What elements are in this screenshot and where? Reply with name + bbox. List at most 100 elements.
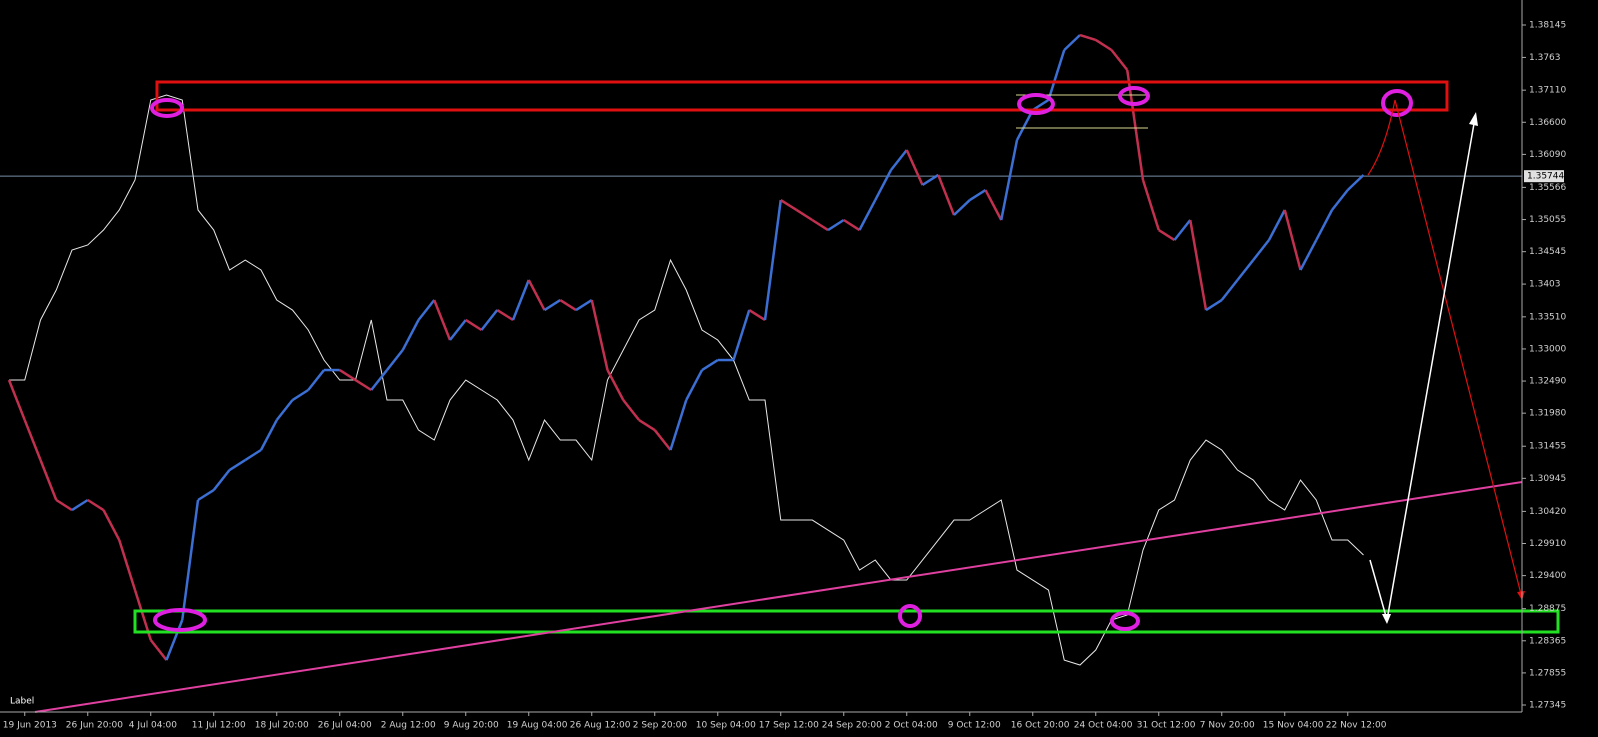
- x-tick-label: 19 Aug 04:00: [507, 721, 568, 731]
- price-segment: [1299, 239, 1318, 271]
- price-segment: [622, 399, 640, 421]
- price-segment: [669, 399, 688, 451]
- y-tick-label: 1.3403: [1529, 280, 1561, 290]
- price-segment: [559, 298, 577, 312]
- price-segment: [1032, 98, 1050, 112]
- price-segment: [354, 378, 372, 392]
- label-text: Label: [10, 697, 34, 707]
- overlay-line: [9, 94, 1364, 666]
- x-tick-label: 15 Nov 04:00: [1263, 721, 1324, 731]
- price-segment: [339, 368, 357, 382]
- data-layer: [0, 33, 1522, 666]
- y-tick-label: 1.31455: [1529, 442, 1566, 452]
- markers: [150, 86, 1413, 632]
- price-segment: [102, 509, 121, 541]
- price-segment: [1283, 209, 1302, 271]
- price-segment: [1047, 49, 1066, 101]
- price-segment: [575, 298, 593, 312]
- support-zone: [133, 609, 1560, 634]
- price-segment: [197, 488, 215, 502]
- price-segment: [1000, 139, 1019, 221]
- x-tick-label: 4 Jul 04:00: [129, 721, 178, 731]
- y-tick-label: 1.37110: [1529, 86, 1566, 96]
- price-segment: [118, 539, 137, 591]
- price-segment: [1315, 209, 1334, 241]
- y-tick-label: 1.27855: [1529, 668, 1566, 678]
- x-tick-label: 26 Aug 12:00: [570, 721, 631, 731]
- price-segment: [307, 369, 325, 391]
- price-segment: [449, 319, 467, 341]
- arrow-head: [1469, 112, 1478, 126]
- price-segment: [543, 298, 561, 312]
- price-segment: [244, 448, 262, 462]
- x-tick-label: 26 Jun 20:00: [66, 721, 123, 731]
- price-segment: [228, 458, 246, 472]
- y-tick-label: 1.36600: [1529, 118, 1566, 128]
- y-tick-label: 1.34545: [1529, 247, 1566, 257]
- price-segment: [1220, 279, 1239, 301]
- x-tick-label: 2 Sep 20:00: [633, 721, 688, 731]
- price-segment: [165, 619, 184, 661]
- x-tick-label: 10 Sep 04:00: [696, 721, 756, 731]
- x-tick-label: 19 Jun 2013: [3, 721, 57, 731]
- y-tick-label: 1.27345: [1529, 701, 1566, 711]
- price-segment: [87, 498, 105, 512]
- price-segment: [480, 309, 499, 331]
- price-segment: [1331, 189, 1349, 211]
- price-segment: [181, 499, 200, 621]
- y-tick-label: 1.28365: [1529, 636, 1566, 646]
- price-segment: [795, 208, 813, 222]
- x-tick-label: 24 Oct 04:00: [1074, 721, 1133, 731]
- price-segment: [905, 149, 924, 186]
- price-segment: [1063, 34, 1081, 51]
- price-segment: [149, 639, 168, 661]
- x-tick-label: 2 Aug 12:00: [381, 721, 436, 731]
- price-segment: [7, 379, 26, 421]
- axes: 1.38145 1.3763 1.37110 1.36600 1.36090 1.3556…: [3, 20, 1567, 730]
- y-tick-label: 1.38145: [1529, 20, 1566, 30]
- price-segment: [890, 149, 908, 171]
- x-tick-label: 11 Jul 12:00: [192, 721, 246, 731]
- price-segment: [638, 418, 656, 432]
- price-segment: [827, 218, 845, 232]
- marker: [150, 98, 184, 118]
- marker: [1118, 86, 1150, 106]
- price-segment: [417, 299, 436, 321]
- y-tick-label: 1.30945: [1529, 474, 1566, 484]
- price-segment: [39, 459, 58, 501]
- price-segment: [527, 279, 546, 311]
- price-segment: [984, 189, 1003, 221]
- current-price-label: 1.35744: [1527, 172, 1564, 182]
- price-segment: [212, 469, 231, 491]
- price-segment: [653, 429, 672, 451]
- price-segment: [732, 309, 751, 361]
- arrow-head: [1517, 591, 1525, 600]
- price-segment: [1141, 179, 1160, 231]
- price-segment: [811, 218, 829, 232]
- price-segment: [763, 199, 782, 321]
- marker: [1381, 89, 1413, 117]
- x-tick-label: 9 Aug 20:00: [444, 721, 499, 731]
- x-tick-label: 22 Nov 12:00: [1326, 721, 1387, 731]
- price-segment: [291, 388, 309, 402]
- price-segment: [23, 419, 42, 461]
- price-segment: [465, 318, 483, 332]
- price-segment: [921, 173, 939, 187]
- price-segment: [748, 308, 766, 322]
- x-tick-label: 24 Sep 20:00: [822, 721, 882, 731]
- marker: [1017, 93, 1055, 115]
- y-tick-label: 1.29910: [1529, 539, 1566, 549]
- price-segment: [685, 369, 704, 401]
- price-segment: [1173, 219, 1192, 241]
- y-tick-label: 1.32490: [1529, 377, 1566, 387]
- price-segment: [606, 369, 625, 401]
- price-segment: [780, 198, 798, 212]
- price-segment: [55, 498, 73, 512]
- price-segment: [1095, 38, 1113, 52]
- current-price-box: [1524, 170, 1564, 183]
- y-tick-label: 1.29400: [1529, 571, 1566, 581]
- price-segment: [71, 498, 89, 512]
- price-segment: [1236, 259, 1255, 281]
